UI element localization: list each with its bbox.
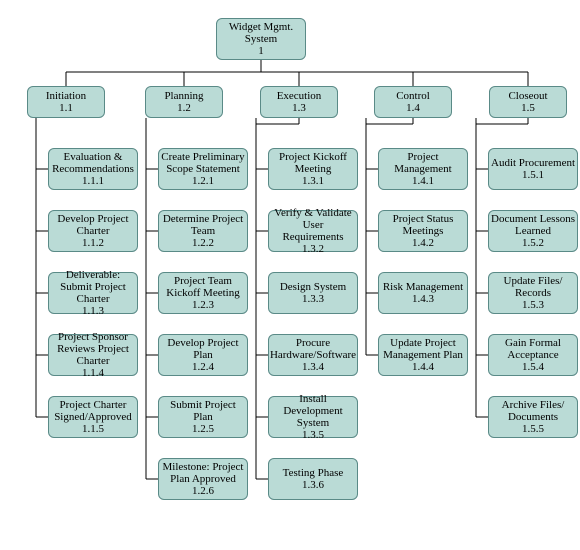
node-title: Testing Phase [283, 467, 344, 479]
node-code: 1.2.2 [192, 237, 214, 249]
leaf-node-1-3-1: Project Kickoff Meeting1.3.1 [268, 148, 358, 190]
node-title: Widget Mgmt. System [219, 21, 303, 45]
node-code: 1.5.1 [522, 169, 544, 181]
node-title: Archive Files/ Documents [491, 399, 575, 423]
node-code: 1.2.1 [192, 175, 214, 187]
leaf-node-1-3-2: Verify & Validate User Requirements1.3.2 [268, 210, 358, 252]
node-title: Document Lessons Learned [491, 213, 575, 237]
node-code: 1.5.2 [522, 237, 544, 249]
leaf-node-1-5-4: Gain Formal Acceptance1.5.4 [488, 334, 578, 376]
node-title: Initiation [46, 90, 86, 102]
node-code: 1.3 [292, 102, 306, 114]
node-code: 1 [258, 45, 264, 57]
node-title: Project Status Meetings [381, 213, 465, 237]
node-title: Update Files/ Records [491, 275, 575, 299]
node-title: Risk Management [383, 281, 463, 293]
node-title: Update Project Management Plan [381, 337, 465, 361]
phase-node-1-2: Planning1.2 [145, 86, 223, 118]
node-title: Design System [280, 281, 346, 293]
leaf-node-1-5-5: Archive Files/ Documents1.5.5 [488, 396, 578, 438]
node-code: 1.1.5 [82, 423, 104, 435]
node-title: Project Team Kickoff Meeting [161, 275, 245, 299]
node-code: 1.1.1 [82, 175, 104, 187]
node-code: 1.2.5 [192, 423, 214, 435]
leaf-node-1-3-3: Design System1.3.3 [268, 272, 358, 314]
node-title: Procure Hardware/Software [270, 337, 356, 361]
node-code: 1.3.2 [302, 243, 324, 255]
node-title: Project Charter Signed/Approved [51, 399, 135, 423]
node-title: Milestone: Project Plan Approved [161, 461, 245, 485]
root-node: Widget Mgmt. System1 [216, 18, 306, 60]
leaf-node-1-4-4: Update Project Management Plan1.4.4 [378, 334, 468, 376]
node-code: 1.2.6 [192, 485, 214, 497]
node-title: Determine Project Team [161, 213, 245, 237]
node-title: Audit Procurement [491, 157, 575, 169]
node-code: 1.3.6 [302, 479, 324, 491]
leaf-node-1-5-3: Update Files/ Records1.5.3 [488, 272, 578, 314]
node-code: 1.4 [406, 102, 420, 114]
node-code: 1.1 [59, 102, 73, 114]
leaf-node-1-1-1: Evaluation & Recommendations1.1.1 [48, 148, 138, 190]
leaf-node-1-2-1: Create Preliminary Scope Statement1.2.1 [158, 148, 248, 190]
leaf-node-1-3-5: Install Development System1.3.5 [268, 396, 358, 438]
node-code: 1.4.2 [412, 237, 434, 249]
node-title: Develop Project Charter [51, 213, 135, 237]
phase-node-1-3: Execution1.3 [260, 86, 338, 118]
leaf-node-1-1-5: Project Charter Signed/Approved1.1.5 [48, 396, 138, 438]
node-title: Project Management [381, 151, 465, 175]
node-code: 1.2.4 [192, 361, 214, 373]
leaf-node-1-5-1: Audit Procurement1.5.1 [488, 148, 578, 190]
node-code: 1.4.4 [412, 361, 434, 373]
node-title: Closeout [508, 90, 547, 102]
node-title: Evaluation & Recommendations [51, 151, 135, 175]
leaf-node-1-3-6: Testing Phase1.3.6 [268, 458, 358, 500]
leaf-node-1-4-2: Project Status Meetings1.4.2 [378, 210, 468, 252]
node-code: 1.3.5 [302, 429, 324, 441]
node-code: 1.5.5 [522, 423, 544, 435]
node-code: 1.1.2 [82, 237, 104, 249]
node-code: 1.5 [521, 102, 535, 114]
node-code: 1.3.3 [302, 293, 324, 305]
leaf-node-1-2-5: Submit Project Plan1.2.5 [158, 396, 248, 438]
node-title: Planning [164, 90, 203, 102]
leaf-node-1-1-3: Deliverable: Submit Project Charter1.1.3 [48, 272, 138, 314]
node-code: 1.1.4 [82, 367, 104, 379]
leaf-node-1-2-2: Determine Project Team1.2.2 [158, 210, 248, 252]
node-code: 1.4.1 [412, 175, 434, 187]
node-code: 1.5.3 [522, 299, 544, 311]
node-title: Deliverable: Submit Project Charter [51, 269, 135, 305]
leaf-node-1-1-4: Project Sponsor Reviews Project Charter1… [48, 334, 138, 376]
leaf-node-1-3-4: Procure Hardware/Software1.3.4 [268, 334, 358, 376]
leaf-node-1-5-2: Document Lessons Learned1.5.2 [488, 210, 578, 252]
node-title: Verify & Validate User Requirements [271, 207, 355, 243]
leaf-node-1-4-1: Project Management1.4.1 [378, 148, 468, 190]
phase-node-1-1: Initiation1.1 [27, 86, 105, 118]
phase-node-1-4: Control1.4 [374, 86, 452, 118]
node-code: 1.2 [177, 102, 191, 114]
node-title: Gain Formal Acceptance [491, 337, 575, 361]
node-title: Create Preliminary Scope Statement [161, 151, 245, 175]
node-code: 1.3.4 [302, 361, 324, 373]
node-title: Execution [277, 90, 322, 102]
node-title: Develop Project Plan [161, 337, 245, 361]
leaf-node-1-1-2: Develop Project Charter1.1.2 [48, 210, 138, 252]
node-title: Submit Project Plan [161, 399, 245, 423]
node-code: 1.1.3 [82, 305, 104, 317]
node-title: Control [396, 90, 430, 102]
leaf-node-1-2-6: Milestone: Project Plan Approved1.2.6 [158, 458, 248, 500]
node-title: Install Development System [271, 393, 355, 429]
node-code: 1.4.3 [412, 293, 434, 305]
wbs-diagram: Widget Mgmt. System1 Initiation1.1 Plannin… [0, 0, 580, 550]
node-title: Project Sponsor Reviews Project Charter [51, 331, 135, 367]
node-title: Project Kickoff Meeting [271, 151, 355, 175]
phase-node-1-5: Closeout1.5 [489, 86, 567, 118]
node-code: 1.5.4 [522, 361, 544, 373]
node-code: 1.3.1 [302, 175, 324, 187]
leaf-node-1-2-4: Develop Project Plan1.2.4 [158, 334, 248, 376]
leaf-node-1-4-3: Risk Management1.4.3 [378, 272, 468, 314]
node-code: 1.2.3 [192, 299, 214, 311]
leaf-node-1-2-3: Project Team Kickoff Meeting1.2.3 [158, 272, 248, 314]
